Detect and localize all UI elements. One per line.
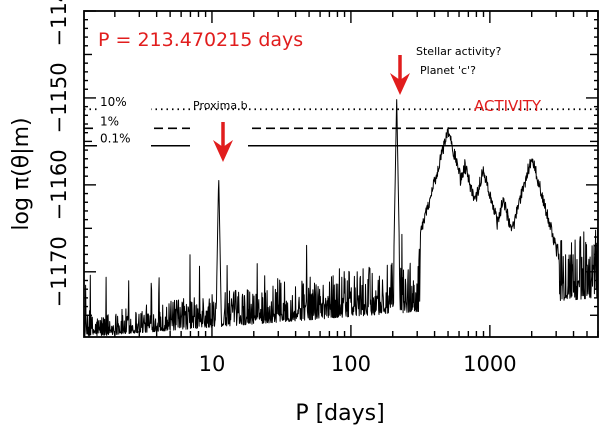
periodogram-series	[83, 99, 599, 338]
y-axis-title: log π(θ|m)	[9, 117, 34, 230]
planet-c-label: Planet 'c'?	[420, 64, 476, 77]
x-axis-title: P [days]	[295, 401, 384, 426]
planet-c-arrow	[390, 55, 410, 95]
activity-label: ACTIVITY	[474, 97, 542, 115]
stellar-activity-label: Stellar activity?	[416, 45, 501, 58]
label-bg-left	[97, 104, 151, 166]
y-tick-labels: −1140 −1150 −1160 −1170	[47, 0, 71, 307]
threshold-label-10pct: 10%	[100, 95, 127, 109]
x-tick-labels: 10 100 1000	[199, 352, 517, 376]
period-annotation: P = 213.470215 days	[98, 29, 303, 51]
x-tick-label: 1000	[463, 352, 516, 376]
y-tick-label: −1170	[47, 236, 71, 307]
proxima-b-label: Proxima b	[193, 99, 248, 112]
y-tick-label: −1140	[47, 0, 71, 47]
y-tick-label: −1160	[47, 149, 71, 220]
x-tick-label: 100	[331, 352, 371, 376]
plot-frame	[83, 10, 599, 338]
x-tick-label: 10	[199, 352, 226, 376]
threshold-label-01pct: 0.1%	[100, 132, 131, 146]
axis-ticks	[84, 10, 599, 337]
threshold-label-1pct: 1%	[100, 114, 119, 128]
proxima-b-arrow	[213, 122, 233, 162]
y-tick-label: −1150	[47, 62, 71, 133]
label-bg-proxima	[190, 112, 248, 172]
